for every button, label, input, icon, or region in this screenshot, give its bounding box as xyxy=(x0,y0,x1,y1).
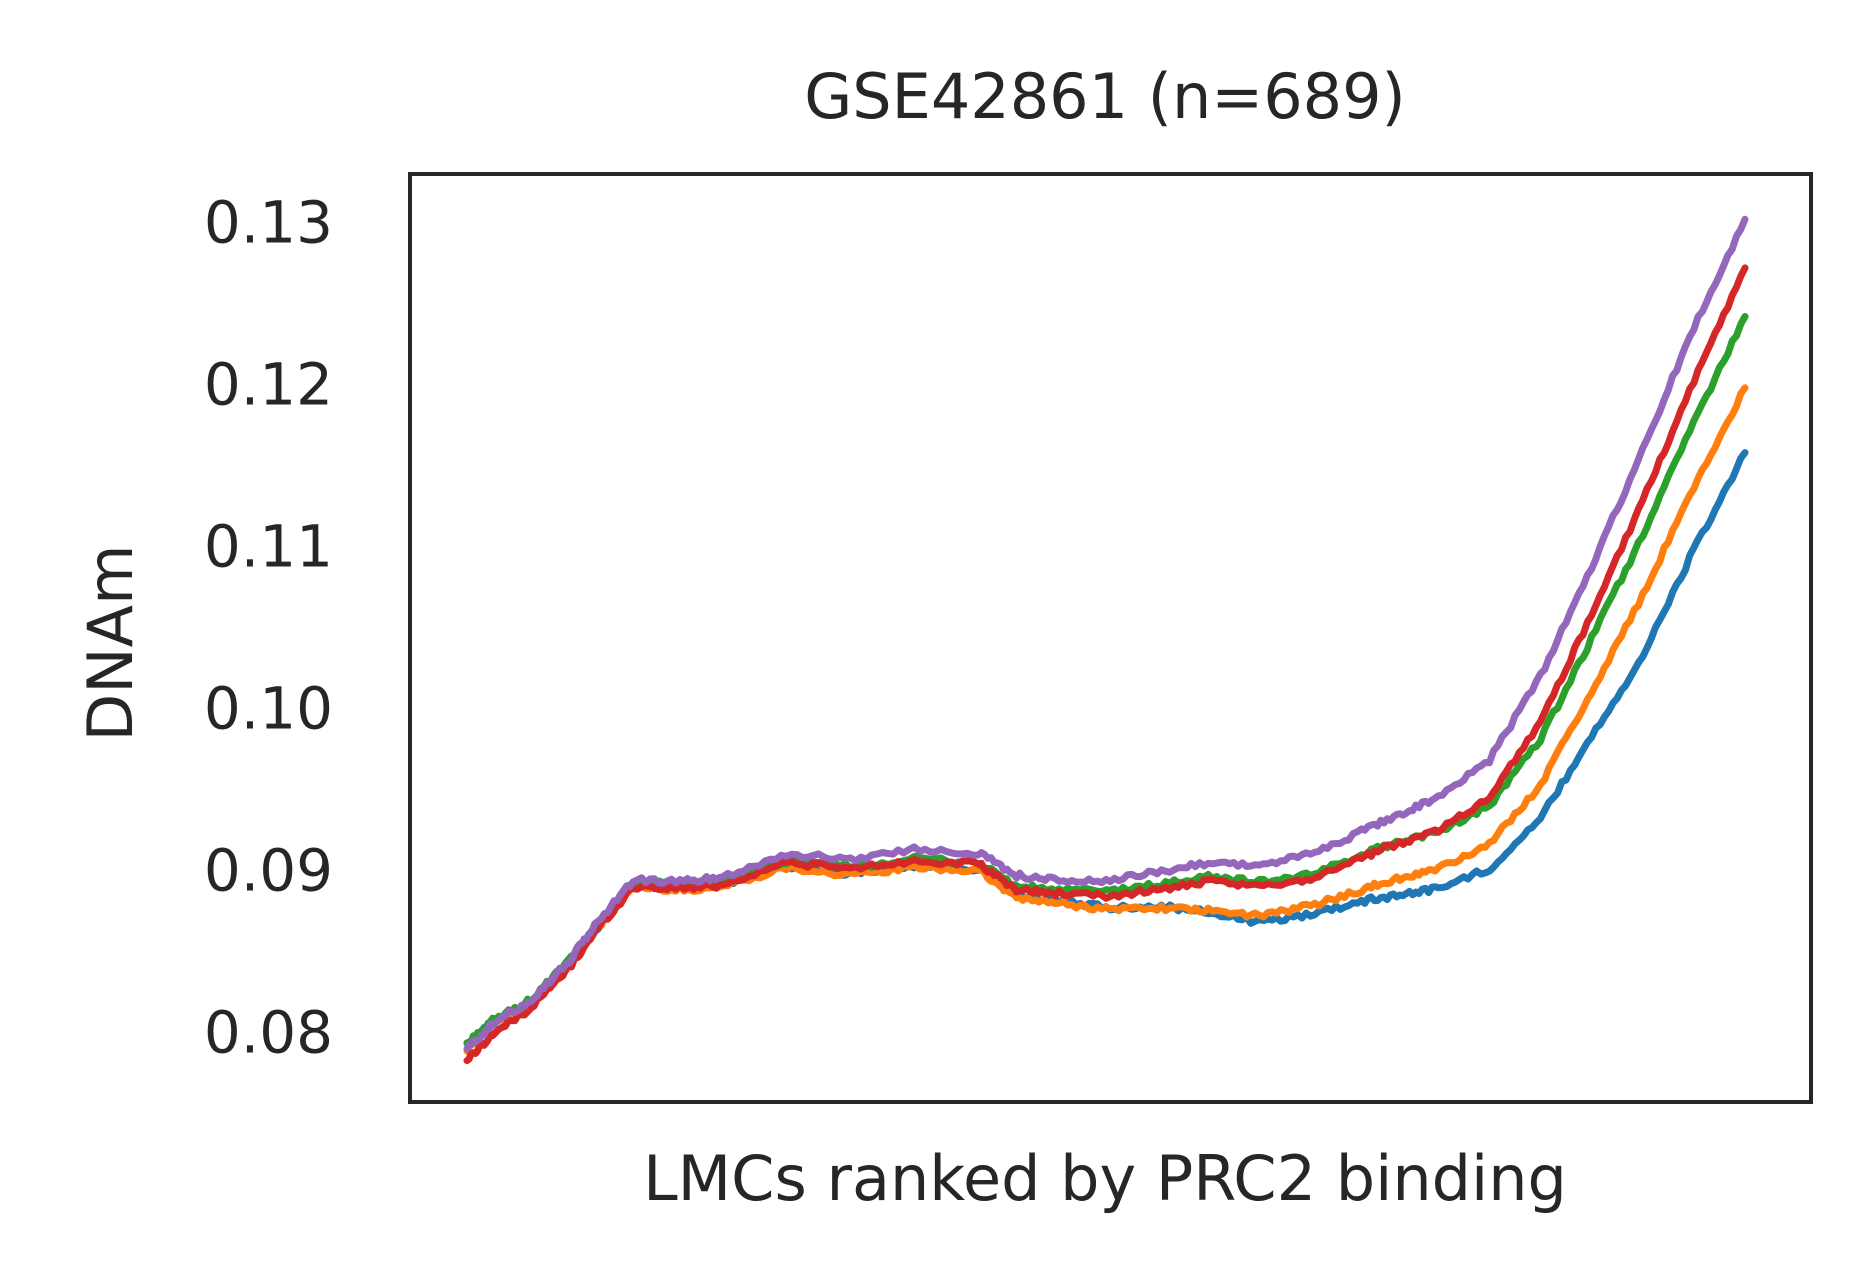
y-tick-label: 0.10 xyxy=(204,674,333,742)
y-tick-label: 0.08 xyxy=(204,998,333,1066)
y-tick-label: 0.13 xyxy=(204,189,333,257)
chart-title: GSE42861 (n=689) xyxy=(804,60,1405,133)
y-axis-label: DNAm xyxy=(74,545,147,742)
y-tick-label: 0.11 xyxy=(204,512,333,580)
series-line-5 xyxy=(463,215,1749,1053)
series-group xyxy=(463,215,1749,1065)
y-tick-label: 0.12 xyxy=(204,351,333,419)
y-tick-group: 0.08 0.09 0.10 0.11 0.12 0.13 xyxy=(204,189,333,1067)
series-line-2 xyxy=(463,384,1749,1055)
series-line-4 xyxy=(463,264,1749,1065)
series-line-3 xyxy=(463,313,1749,1047)
series-line-1 xyxy=(463,449,1749,1048)
x-axis-label: LMCs ranked by PRC2 binding xyxy=(643,1142,1567,1215)
plot-frame xyxy=(408,172,1813,1104)
y-tick-label: 0.09 xyxy=(204,836,333,904)
